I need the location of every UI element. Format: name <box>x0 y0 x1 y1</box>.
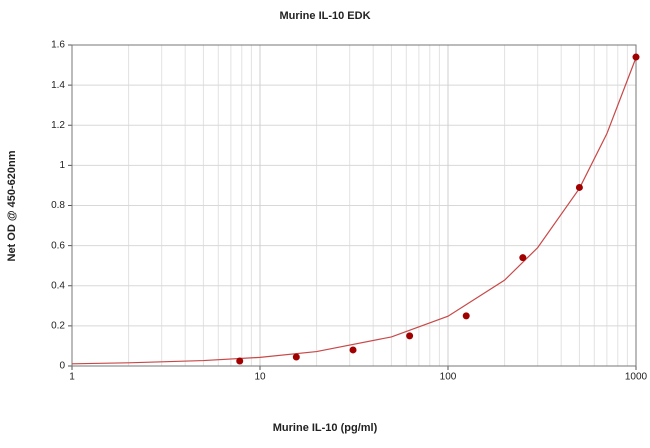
x-tick-label: 10 <box>254 372 266 383</box>
x-tick-label: 1000 <box>625 372 648 383</box>
y-tick-label: 1.2 <box>51 120 65 131</box>
data-point <box>349 346 357 354</box>
y-axis-label: Net OD @ 450-620nm <box>6 150 18 261</box>
plot-frame <box>71 44 637 367</box>
x-axis-label: Murine IL-10 (pg/ml) <box>273 422 378 434</box>
y-tick-label: 1 <box>59 160 65 171</box>
x-tick-label: 1 <box>69 372 75 383</box>
data-point <box>632 53 640 61</box>
data-point <box>236 357 244 365</box>
data-point <box>406 332 414 340</box>
data-point <box>292 353 300 361</box>
x-tick-label: 100 <box>440 372 457 383</box>
data-point <box>575 183 583 191</box>
y-tick-label: 1.6 <box>51 40 65 51</box>
y-tick-label: 0.2 <box>51 321 65 332</box>
chart-title: Murine IL-10 EDK <box>279 10 370 22</box>
y-tick-label: 0.8 <box>51 200 65 211</box>
y-tick-label: 0.4 <box>51 280 65 291</box>
data-point <box>519 254 527 262</box>
y-tick-label: 0.6 <box>51 240 65 251</box>
fit-curve <box>71 57 637 365</box>
data-point <box>462 312 470 320</box>
y-tick-label: 0 <box>59 361 65 372</box>
y-tick-label: 1.4 <box>51 80 65 91</box>
